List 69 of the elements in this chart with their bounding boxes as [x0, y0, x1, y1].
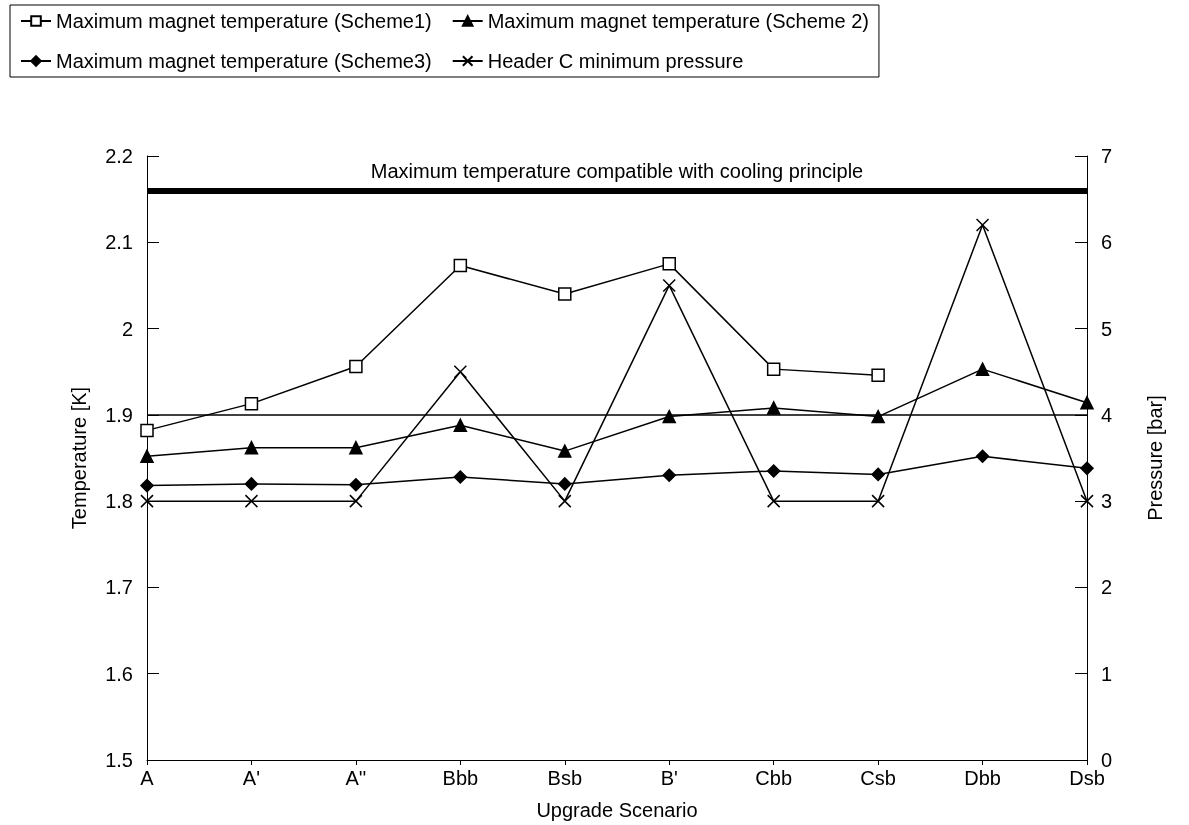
point	[1080, 396, 1094, 410]
point	[766, 464, 781, 478]
point	[140, 423, 154, 438]
y2-axis-title: Pressure [bar]	[1144, 395, 1166, 521]
legend-label: Header C minimum pressure	[487, 50, 744, 72]
point	[558, 494, 572, 508]
point	[349, 494, 363, 508]
y2-tick-label: 6	[1101, 231, 1113, 254]
y-tick-label: 2.1	[105, 231, 133, 254]
y-tick-label: 1.5	[105, 749, 133, 771]
point	[662, 468, 676, 483]
x-tick-label: Csb	[860, 767, 896, 789]
y2-tick-label: 3	[1101, 490, 1113, 513]
point	[244, 494, 259, 508]
point	[244, 396, 259, 411]
y-tick-label: 1.7	[105, 576, 133, 599]
point	[766, 362, 781, 376]
legend-label: Maximum magnet temperature (Scheme1)	[56, 10, 432, 32]
ref-line-label: Maximum temperature compatible with cooling principle	[370, 159, 864, 182]
point	[975, 449, 990, 464]
y2-tick-label: 1	[1101, 662, 1113, 685]
point	[662, 257, 676, 271]
x-tick-label: Bbb	[442, 767, 479, 789]
point	[766, 494, 781, 508]
y-tick-label: 2	[121, 317, 133, 340]
x-tick-label: Bsb	[547, 767, 583, 789]
y2-tick-label: 5	[1101, 317, 1113, 340]
x-tick-label: A''	[345, 767, 367, 789]
point	[871, 494, 885, 508]
point	[349, 478, 363, 492]
x-tick-label: A'	[242, 767, 261, 789]
x-tick-label: A	[140, 767, 155, 789]
point	[871, 368, 885, 382]
point	[349, 359, 363, 374]
point	[975, 218, 990, 232]
legend-label: Maximum magnet temperature (Scheme 2)	[487, 10, 869, 32]
point	[140, 494, 154, 508]
y2-tick-label: 4	[1101, 403, 1113, 426]
point	[662, 409, 676, 424]
y-tick-label: 1.9	[105, 403, 133, 426]
y-tick-label: 1.8	[105, 490, 133, 513]
point	[140, 478, 154, 493]
y-tick-label: 1.6	[105, 662, 133, 685]
point	[1080, 494, 1094, 508]
x-tick-label: B'	[660, 767, 678, 789]
point	[766, 401, 781, 415]
point	[453, 258, 468, 273]
point	[244, 477, 259, 491]
point	[349, 440, 363, 455]
point	[453, 418, 468, 432]
point	[662, 278, 676, 293]
y2-tick-label: 2	[1101, 576, 1113, 599]
point	[871, 467, 885, 482]
point	[558, 287, 572, 301]
y-axis-title: Temperature [K]	[68, 386, 90, 530]
legend-label: Maximum magnet temperature (Scheme3)	[56, 50, 432, 72]
y-tick-label: 2.2	[105, 145, 133, 167]
x-axis-title: Upgrade Scenario	[536, 799, 698, 821]
point	[244, 440, 259, 455]
point	[558, 444, 572, 458]
point	[453, 364, 468, 379]
point	[975, 362, 990, 376]
x-tick-label: Dbb	[964, 767, 1001, 789]
point	[140, 449, 154, 464]
point	[453, 470, 468, 484]
point	[558, 477, 572, 491]
y2-tick-label: 7	[1101, 145, 1113, 167]
x-tick-label: Cbb	[755, 767, 793, 789]
point	[1080, 461, 1094, 476]
